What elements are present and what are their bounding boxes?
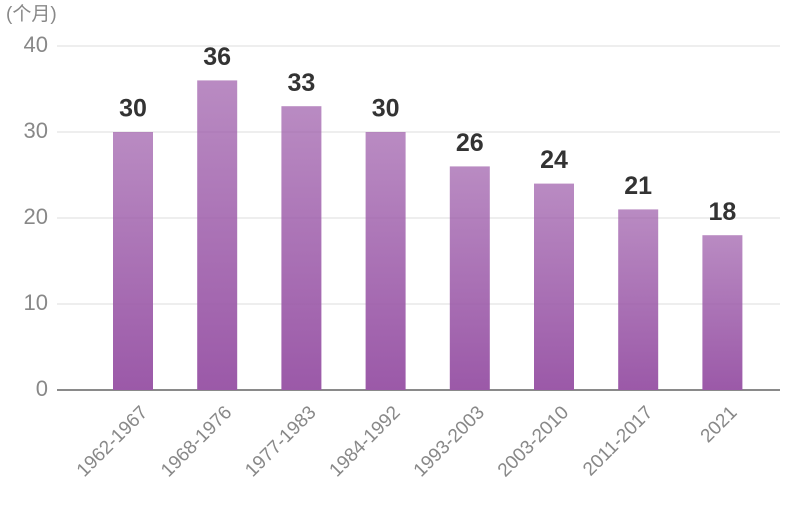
x-tick-label: 1977-1983: [241, 402, 320, 481]
data-label: 18: [708, 198, 736, 226]
bar: [281, 106, 322, 390]
bar: [113, 132, 153, 390]
data-label: 24: [540, 146, 568, 174]
y-tick-label: 40: [24, 32, 48, 57]
bar: [197, 80, 238, 391]
bar: [365, 132, 406, 390]
data-label: 30: [119, 95, 147, 123]
y-tick-label: 0: [36, 376, 48, 401]
data-label: 21: [624, 172, 652, 200]
data-label: 36: [203, 43, 231, 71]
y-tick-label: 20: [24, 204, 48, 229]
y-axis-label: (个月): [6, 3, 57, 25]
y-tick-label: 30: [24, 118, 48, 143]
x-tick-label: 2003-2010: [494, 402, 573, 481]
x-tick-label: 1968-1976: [157, 402, 236, 481]
data-label: 30: [372, 95, 400, 123]
data-label: 26: [456, 129, 484, 157]
bar: [534, 183, 574, 390]
x-tick-label: 1984-1992: [326, 402, 405, 481]
bar: [618, 209, 659, 390]
bar: [449, 166, 490, 390]
x-tick-label: 2011-2017: [579, 402, 657, 480]
y-tick-label: 10: [24, 290, 48, 315]
bar: [702, 235, 743, 390]
data-label: 33: [287, 69, 315, 97]
x-tick-label: 1993-2003: [410, 402, 489, 481]
x-tick-label: 1962-1967: [73, 402, 152, 481]
x-tick-label: 2021: [697, 402, 742, 447]
